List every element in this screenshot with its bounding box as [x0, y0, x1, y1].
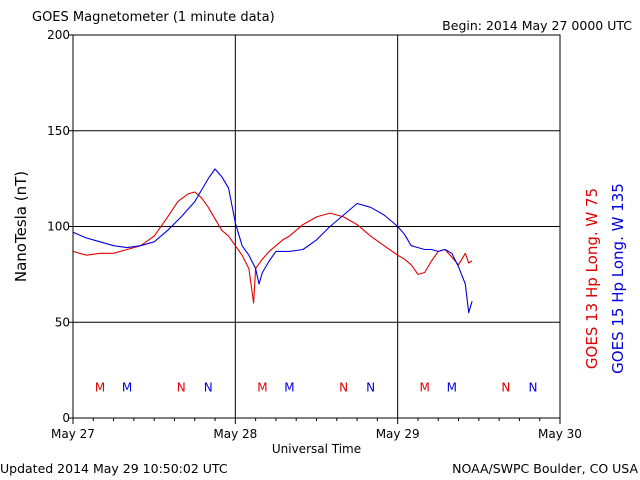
series-lines [72, 168, 473, 314]
satellite-marker: M [95, 380, 105, 394]
satellite-marker: N [339, 380, 348, 394]
x-tick-label: May 27 [51, 427, 95, 441]
y-tick-label: 100 [47, 220, 70, 234]
satellite-marker: M [447, 380, 457, 394]
credit: NOAA/SWPC Boulder, CO USA [452, 461, 638, 476]
satellite-marker: M [284, 380, 294, 394]
satellite-marker: N [366, 380, 375, 394]
grid-lines [73, 35, 560, 418]
series-line-2 [72, 168, 473, 314]
satellite-marker: N [501, 380, 510, 394]
y-tick-label: 150 [47, 124, 70, 138]
satellite-marker: M [420, 380, 430, 394]
x-axis-label: Universal Time [272, 442, 361, 456]
series-line-1 [72, 191, 473, 304]
chart-title: GOES Magnetometer (1 minute data) [32, 10, 275, 25]
legend-entry-2: GOES 15 Hp Long. W 135 [609, 183, 627, 374]
satellite-marker: M [257, 380, 267, 394]
y-tick-label: 0 [62, 411, 70, 425]
satellite-marker: N [204, 380, 213, 394]
satellite-marker: N [177, 380, 186, 394]
satellite-marker: M [122, 380, 132, 394]
y-axis-label: NanoTesla (nT) [12, 171, 30, 282]
y-tick-label: 200 [47, 28, 70, 42]
x-tick-label: May 28 [213, 427, 257, 441]
x-tick-label: May 30 [538, 427, 582, 441]
x-tick-label: May 29 [376, 427, 420, 441]
axis-ticks: 0 50 100 150 200 May 27 May 28 May 29 May 30 [47, 28, 582, 441]
begin-time: Begin: 2014 May 27 0000 UTC [442, 18, 632, 33]
legend: GOES 13 Hp Long. W 75 GOES 15 Hp Long. W … [583, 183, 627, 374]
y-tick-label: 50 [55, 315, 70, 329]
legend-entry-1: GOES 13 Hp Long. W 75 [583, 188, 601, 369]
satellite-marker: N [528, 380, 537, 394]
updated-time: Updated 2014 May 29 10:50:02 UTC [0, 461, 228, 476]
